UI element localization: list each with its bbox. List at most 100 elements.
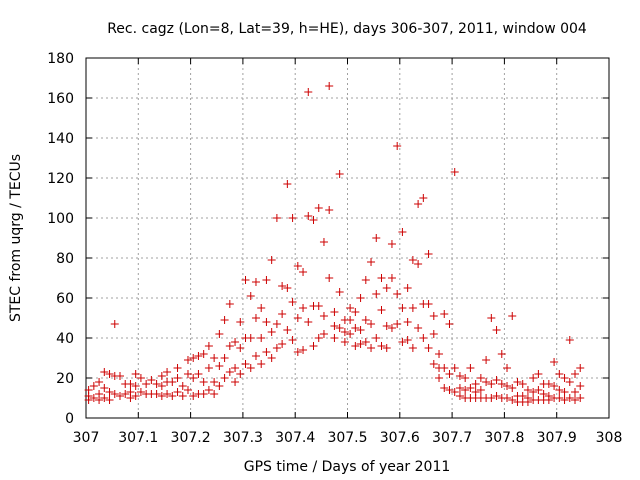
data-point: [136, 374, 145, 382]
data-point: [278, 310, 287, 318]
data-point: [571, 370, 580, 378]
data-point: [529, 374, 538, 382]
data-point: [173, 388, 182, 396]
data-point: [351, 324, 360, 332]
data-point: [403, 336, 412, 344]
data-point: [210, 390, 219, 398]
data-point: [157, 392, 166, 400]
data-point: [523, 398, 532, 406]
data-point: [487, 394, 496, 402]
data-point: [251, 278, 260, 286]
data-point: [356, 326, 365, 334]
data-point: [330, 322, 339, 330]
data-point: [246, 334, 255, 342]
data-point: [466, 384, 475, 392]
x-tick-label: 307.1: [118, 430, 158, 446]
data-point: [419, 194, 428, 202]
data-point: [314, 204, 323, 212]
data-point: [142, 380, 151, 388]
y-axis-label: STEC from uqrg / TECUs: [8, 154, 24, 322]
data-point: [429, 330, 438, 338]
data-point: [126, 380, 135, 388]
data-point: [115, 392, 124, 400]
data-point: [330, 334, 339, 342]
data-point: [95, 396, 104, 404]
data-point: [231, 378, 240, 386]
data-point: [157, 372, 166, 380]
data-point: [183, 356, 192, 364]
data-point: [576, 394, 585, 402]
data-point: [299, 268, 308, 276]
data-point: [387, 274, 396, 282]
data-point: [309, 216, 318, 224]
data-point: [220, 316, 229, 324]
data-point: [330, 308, 339, 316]
data-point: [189, 374, 198, 382]
data-point: [152, 380, 161, 388]
data-point: [89, 394, 98, 402]
data-point: [367, 344, 376, 352]
data-point: [293, 348, 302, 356]
data-point: [278, 340, 287, 348]
data-point: [163, 368, 172, 376]
data-point: [576, 382, 585, 390]
data-point: [487, 314, 496, 322]
data-point: [398, 304, 407, 312]
data-point: [356, 294, 365, 302]
data-point: [560, 388, 569, 396]
data-point: [194, 352, 203, 360]
data-point: [183, 386, 192, 394]
data-point: [121, 390, 130, 398]
data-point: [398, 338, 407, 346]
data-point: [100, 368, 109, 376]
x-tick-label: 307: [73, 430, 100, 446]
data-point: [565, 394, 574, 402]
data-point: [204, 364, 213, 372]
data-point: [445, 320, 454, 328]
data-point: [382, 284, 391, 292]
data-point: [403, 284, 412, 292]
data-point: [560, 396, 569, 404]
x-tick-label: 307.9: [537, 430, 577, 446]
data-point: [147, 376, 156, 384]
y-tick-label: 60: [56, 291, 74, 307]
y-tick-label: 20: [56, 371, 74, 387]
data-point: [356, 340, 365, 348]
data-point: [534, 386, 543, 394]
data-point: [335, 170, 344, 178]
y-tick-label: 80: [56, 251, 74, 267]
y-tick-label: 120: [47, 171, 74, 187]
data-point: [319, 330, 328, 338]
data-point: [529, 388, 538, 396]
y-tick-label: 140: [47, 131, 74, 147]
data-point: [173, 364, 182, 372]
data-point: [152, 390, 161, 398]
data-point: [455, 392, 464, 400]
data-point: [236, 344, 245, 352]
data-point: [283, 326, 292, 334]
data-point: [246, 364, 255, 372]
data-point: [257, 360, 266, 368]
data-point: [424, 250, 433, 258]
data-point: [246, 292, 255, 300]
x-tick-label: 307.7: [432, 430, 472, 446]
data-point: [231, 364, 240, 372]
data-point: [367, 258, 376, 266]
data-point: [346, 304, 355, 312]
data-point: [110, 390, 119, 398]
data-point: [555, 370, 564, 378]
x-tick-label: 307.5: [327, 430, 367, 446]
data-point: [503, 364, 512, 372]
data-point: [382, 344, 391, 352]
data-point: [257, 304, 266, 312]
data-point: [571, 396, 580, 404]
data-point: [408, 256, 417, 264]
data-point: [346, 330, 355, 338]
data-point: [241, 360, 250, 368]
data-point: [346, 316, 355, 324]
data-point: [408, 344, 417, 352]
data-point: [95, 378, 104, 386]
x-axis-label: GPS time / Days of year 2011: [244, 459, 451, 475]
data-point: [319, 238, 328, 246]
